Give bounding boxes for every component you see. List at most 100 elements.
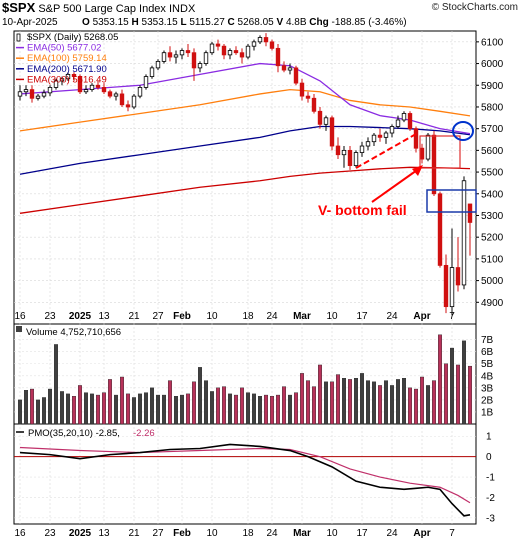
volume-tick-label: 2B (481, 395, 494, 406)
candle-body (401, 113, 407, 121)
volume-bar (312, 386, 317, 425)
x-tick-label-bottom: Mar (293, 528, 311, 539)
candle-body (131, 95, 137, 108)
x-tick-label-bottom: 24 (266, 528, 278, 539)
pmo-legend-main: PMO(35,20,10) -2.85, (28, 428, 120, 439)
volume-bar (215, 387, 220, 425)
volume-bar (396, 379, 401, 425)
volume-tick-label: 7B (481, 335, 494, 346)
volume-bar (71, 396, 76, 425)
volume-bar (378, 385, 383, 425)
gap-box-annotation (419, 135, 461, 169)
low-value: 5115.27 (189, 17, 225, 28)
x-tick-label-top: 27 (152, 311, 164, 322)
volume-bar (330, 381, 335, 425)
volume-bar (354, 378, 359, 425)
volume-bar (282, 386, 287, 425)
candle-body (161, 52, 167, 62)
candle-body (155, 60, 161, 69)
candle-body (71, 74, 77, 77)
x-tick-label-top: 17 (356, 311, 368, 322)
pmo-tick-label: -3 (486, 513, 495, 524)
volume-bar (179, 394, 184, 425)
pmo-line (19, 443, 471, 517)
volume-bar (420, 376, 425, 425)
volume-bar (36, 399, 41, 425)
arrow-head (412, 165, 423, 176)
x-tick-label-top: Apr (413, 311, 430, 322)
volume-bar (384, 380, 389, 425)
candle-body (101, 87, 107, 93)
candle-body (149, 67, 155, 77)
volume-bar (456, 364, 461, 425)
candle-body (143, 76, 149, 88)
volume-bar (155, 394, 160, 425)
candle-body (263, 37, 269, 43)
volume-bar (227, 393, 232, 425)
volume-tick-label: 6B (481, 347, 494, 358)
crossover-circle (452, 121, 474, 141)
close-value: 5268.05 (237, 17, 274, 28)
volume-bar (251, 393, 256, 425)
x-tick-label-bottom: Apr (413, 528, 430, 539)
volume-bar (65, 393, 70, 425)
volume-bar (95, 394, 100, 425)
volume-bar (239, 387, 244, 425)
candle-body (227, 50, 233, 56)
pmo-lines (19, 443, 471, 517)
x-tick-label-top: 24 (386, 311, 398, 322)
volume-bar (149, 387, 154, 425)
volume-bar (30, 388, 35, 425)
candle-body (65, 74, 71, 80)
volume-tick-label: 3B (481, 383, 494, 394)
candle-body (59, 78, 65, 82)
candle-body (89, 84, 95, 91)
x-axis-top: 16 23 2025 13 21 27 Feb 10 18 24 Mar 10 17 24 Apr 7 (14, 311, 455, 322)
x-tick-label-bottom: 18 (242, 528, 254, 539)
price-legend-item: EMA(50) 5677.02 (27, 43, 101, 54)
price-tick-label: 5900 (481, 81, 504, 92)
volume-bar (113, 394, 118, 425)
price-legend-item: EMA(100) 5759.14 (27, 53, 107, 64)
candle-body (347, 149, 353, 166)
candle-body (23, 89, 29, 93)
volume-bar (77, 385, 82, 425)
pmo-tick-label: -1 (486, 473, 495, 484)
volume-bar (324, 381, 329, 425)
candle-body (299, 82, 305, 97)
candle-body (425, 134, 431, 160)
x-tick-label-bottom: 24 (386, 528, 398, 539)
volume-bar (360, 373, 365, 425)
candle-body (449, 267, 455, 308)
volume-bar (318, 364, 323, 425)
volume-bar (264, 394, 269, 425)
volume-tick-label: 5B (481, 359, 494, 370)
candle-body (203, 52, 209, 64)
candle-body (119, 93, 125, 106)
volume-bar (414, 388, 419, 425)
volume-bar (197, 367, 202, 425)
volume-bar (348, 379, 353, 425)
x-tick-label-top: 21 (128, 311, 140, 322)
price-tick-label: 5600 (481, 146, 504, 157)
candle-body (173, 54, 179, 58)
volume-bar (366, 380, 371, 425)
exchange: INDX (169, 3, 196, 15)
volume-bar (300, 373, 305, 425)
price-tick-label: 5000 (481, 276, 504, 287)
candle-body (41, 92, 47, 97)
candle-body (443, 264, 449, 308)
price-axis: 6100 6000 5900 5800 5700 5600 5500 5400 5300 5200… (476, 37, 504, 309)
volume-bar (48, 388, 53, 425)
arrow-line (371, 167, 421, 203)
price-tick-label: 5100 (481, 254, 504, 265)
candle-body (431, 134, 437, 195)
candle-body (167, 52, 173, 58)
x-tick-label-top: 23 (44, 311, 56, 322)
quote-date: 10-Apr-2025 (2, 17, 58, 28)
candle-body (407, 113, 413, 130)
price-legend-swatch (16, 33, 21, 42)
candle-body (53, 80, 59, 88)
volume-bar (83, 392, 88, 425)
